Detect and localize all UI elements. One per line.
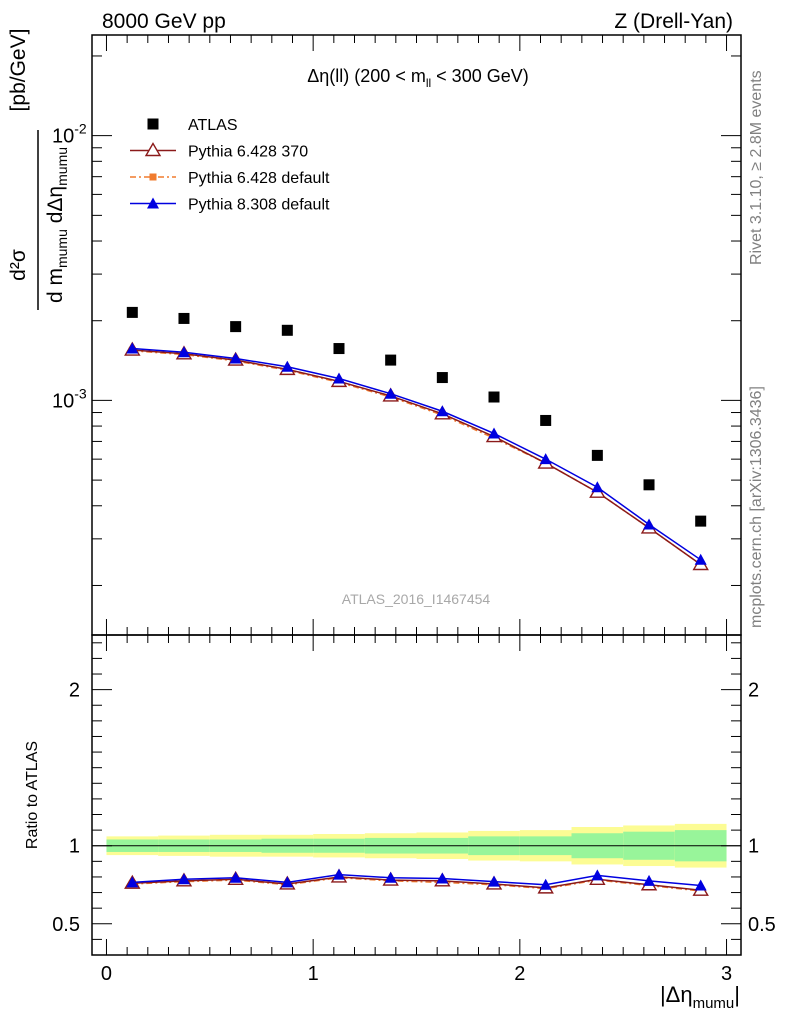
analysis-watermark: ATLAS_2016_I1467454	[342, 591, 491, 607]
main-plot-data	[124, 306, 709, 571]
data-point-atlas	[385, 354, 397, 366]
data-point-pythia-8-308-default	[436, 405, 449, 417]
data-point-atlas	[591, 449, 603, 461]
header-right: Z (Drell-Yan)	[614, 10, 733, 33]
data-point-atlas	[178, 312, 190, 324]
ratio-point-pythia-8-308-default	[436, 872, 449, 884]
data-point-pythia-8-308-default	[488, 427, 501, 439]
y-tick-label: 10-2	[52, 121, 87, 148]
y-axis-label: d²σ d mmumu dΔηmumu [pb/GeV]	[7, 29, 70, 310]
ratio-tick-label-right: 0.5	[748, 914, 776, 936]
data-point-pythia-8-308-default	[229, 352, 242, 364]
y-tick-label: 10-3	[52, 385, 87, 412]
svg-text:d mmumu dΔηmumu: d mmumu dΔηmumu	[44, 147, 70, 303]
ratio-point-pythia-8-308-default	[177, 873, 190, 885]
data-point-pythia-8-308-default	[643, 518, 656, 530]
ratio-line-pythia-6-428-370	[132, 876, 701, 891]
data-point-atlas	[333, 343, 345, 355]
ratio-tick-label-left: 0.5	[52, 914, 80, 936]
data-point-pythia-8-308-default	[281, 360, 294, 372]
data-point-atlas	[643, 479, 655, 491]
ratio-point-pythia-8-308-default	[539, 878, 552, 890]
data-point-pythia-8-308-default	[694, 553, 707, 565]
ratio-line-pythia-8-308-default	[132, 873, 701, 887]
x-tick-label: 3	[721, 963, 732, 985]
legend-marker-pythia-8-308-default	[147, 197, 159, 209]
legend-label-pythia-8-308-default: Pythia 8.308 default	[188, 197, 330, 214]
ratio-plot-data	[124, 868, 709, 896]
svg-text:d²σ: d²σ	[7, 249, 30, 281]
legend-marker-pythia-6-428-default	[149, 173, 157, 181]
data-point-atlas	[126, 306, 138, 318]
ratio-uncertainty-band	[92, 823, 741, 868]
source-label: mcplots.cern.ch [arXiv:1306.3436]	[748, 386, 765, 628]
legend-label-pythia-6-428-370: Pythia 6.428 370	[188, 144, 308, 161]
data-point-atlas	[488, 391, 500, 403]
legend-label-atlas: ATLAS	[188, 117, 238, 134]
data-point-atlas	[281, 324, 293, 336]
ratio-point-pythia-8-308-default	[384, 871, 397, 883]
x-tick-label: 1	[308, 963, 319, 985]
ratio-point-pythia-8-308-default	[332, 868, 345, 880]
ratio-plot-frame	[91, 634, 742, 956]
ratio-point-pythia-8-308-default	[229, 871, 242, 883]
ratio-tick-label-right: 1	[748, 836, 759, 858]
x-tick-label: 2	[514, 963, 525, 985]
series-line-pythia-8-308-default	[132, 347, 702, 561]
ratio-point-pythia-8-308-default	[591, 869, 604, 881]
ratio-axis-ticks: 0.5 0.5 1 1 2 2	[52, 642, 776, 940]
rivet-label: Rivet 3.1.10, ≥ 2.8M events	[748, 70, 765, 265]
ratio-point-pythia-8-308-default	[281, 876, 294, 888]
series-line-pythia-6-428-370	[132, 349, 702, 566]
ratio-point-pythia-8-308-default	[488, 875, 501, 887]
data-point-pythia-8-308-default	[591, 481, 604, 493]
ratio-line-pythia-6-428-default	[132, 876, 701, 892]
legend: ATLAS Pythia 6.428 370 Pythia 6.428 defaul…	[130, 117, 330, 214]
data-point-atlas	[695, 515, 707, 527]
ratio-tick-label-left: 2	[69, 680, 80, 702]
svg-text:[pb/GeV]: [pb/GeV]	[7, 29, 30, 112]
legend-marker-pythia-6-428-370	[144, 142, 162, 157]
data-point-pythia-8-308-default	[539, 453, 552, 465]
ratio-point-pythia-8-308-default	[126, 876, 139, 888]
legend-label-pythia-6-428-default: Pythia 6.428 default	[188, 170, 330, 187]
data-point-atlas	[230, 321, 242, 333]
legend-marker-atlas	[147, 118, 159, 130]
plot-title: Δη(ll) (200 < mll < 300 GeV)	[307, 66, 528, 90]
data-point-pythia-8-308-default	[177, 346, 190, 358]
header-left: 8000 GeV pp	[102, 10, 226, 33]
ratio-tick-label-right: 2	[748, 680, 759, 702]
main-axis-ticks: 10-3 10-2 0 1 2 3	[52, 35, 741, 985]
x-axis-label: |Δηmumu|	[660, 982, 740, 1012]
data-point-atlas	[540, 414, 552, 426]
data-point-pythia-8-308-default	[126, 342, 139, 354]
ratio-tick-label-left: 1	[69, 836, 80, 858]
ratio-y-label: Ratio to ATLAS	[24, 741, 41, 849]
ratio-point-pythia-8-308-default	[694, 879, 707, 891]
data-point-atlas	[436, 372, 448, 384]
data-point-pythia-8-308-default	[384, 387, 397, 399]
ratio-point-pythia-8-308-default	[643, 874, 656, 886]
x-tick-label: 0	[101, 963, 112, 985]
series-line-pythia-6-428-default	[132, 350, 702, 566]
data-point-pythia-8-308-default	[332, 372, 345, 384]
